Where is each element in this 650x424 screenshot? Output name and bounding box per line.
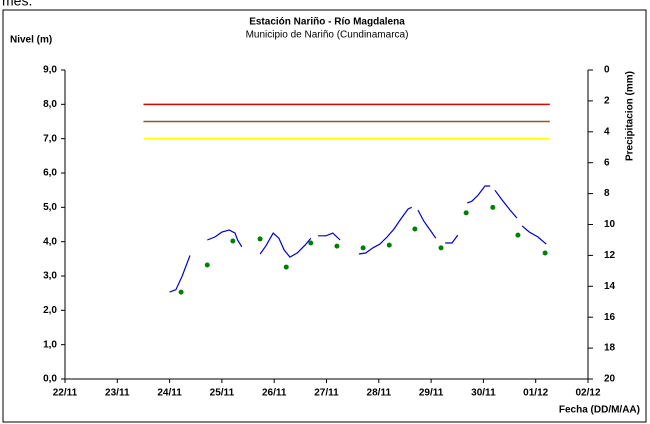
top-text: mes. [2,0,32,9]
y-tick-label: 0,0 [43,374,57,385]
y2-tick-label: 20 [604,374,616,385]
x-tick-label: 28/11 [367,388,392,399]
y2-tick-label: 18 [604,343,616,354]
point [490,204,496,210]
y2-axis-label: Precipitacion (mm) [625,71,636,161]
x-tick-label: 23/11 [105,388,130,399]
y-tick-label: 7,0 [43,133,57,144]
point [230,238,236,244]
y2-tick-label: 0 [604,65,610,76]
x-tick-label: 02/12 [575,388,600,399]
y-tick-label: 9,0 [43,65,57,76]
point [178,289,184,295]
y2-tick-label: 4 [604,126,610,137]
point [360,245,366,251]
point [308,240,314,246]
y2-tick-label: 2 [604,96,610,107]
chart-frame [2,9,647,423]
point [463,210,469,216]
y2-tick-label: 14 [604,281,616,292]
point [542,250,548,256]
point [515,232,521,238]
level-line [169,185,547,293]
y-tick-label: 4,0 [43,236,57,247]
x-tick-label: 22/11 [53,388,78,399]
x-tick-label: 27/11 [314,388,339,399]
y2-tick-label: 16 [604,312,616,323]
y-tick-label: 6,0 [43,168,57,179]
point [334,243,340,249]
chart-subtitle: Municipio de Nariño (Cundinamarca) [246,30,409,41]
y-tick-label: 2,0 [43,305,57,316]
point [386,242,392,248]
x-tick-label: 24/11 [157,388,182,399]
chart-title: Estación Nariño - Río Magdalena [249,17,405,28]
point [438,245,444,251]
y2-tick-label: 10 [604,219,616,230]
point [412,226,418,232]
y2-tick-label: 12 [604,250,616,261]
x-tick-label: 01/12 [523,388,548,399]
y-tick-label: 5,0 [43,202,57,213]
point [204,262,210,268]
y-tick-label: 8,0 [43,99,57,110]
x-tick-label: 26/11 [262,388,287,399]
point [283,264,289,270]
x-tick-label: 30/11 [471,388,496,399]
x-tick-label: 29/11 [419,388,444,399]
y-tick-label: 1,0 [43,339,57,350]
x-axis-label: Fecha (DD/M/AA) [559,405,640,416]
y-axis-label: Nivel (m) [10,35,52,46]
point [257,236,263,242]
y2-tick-label: 8 [604,188,610,199]
y-tick-label: 3,0 [43,271,57,282]
y2-tick-label: 6 [604,157,610,168]
x-tick-label: 25/11 [210,388,235,399]
